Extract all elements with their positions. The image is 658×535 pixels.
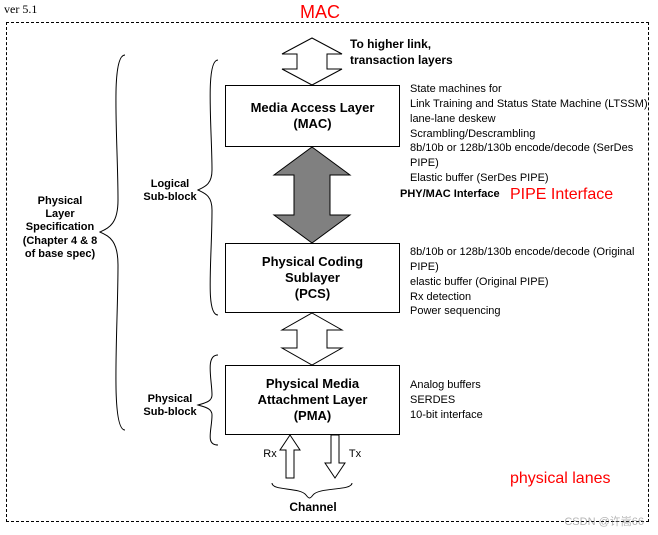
arrow-top xyxy=(282,38,342,85)
brace-logical xyxy=(198,60,218,315)
arrow-rx xyxy=(280,435,300,478)
lbl-spec: Physical Layer Specification (Chapter 4 … xyxy=(20,195,100,261)
arrows-svg xyxy=(0,0,658,535)
lbl-channel: Channel xyxy=(283,500,343,514)
brace-physical xyxy=(198,355,218,445)
brace-spec xyxy=(100,55,125,430)
lbl-physical: Physical Sub-block xyxy=(140,393,200,419)
lbl-physical-text: Physical Sub-block xyxy=(143,393,196,418)
lbl-logical-text: Logical Sub-block xyxy=(143,178,196,203)
arrow-big xyxy=(274,147,350,243)
arrow-mid2 xyxy=(282,313,342,365)
lbl-tx: Tx xyxy=(345,448,365,461)
brace-channel xyxy=(272,483,352,498)
watermark: CSDN @许嵩66 xyxy=(564,513,644,529)
lbl-spec-text: Physical Layer Specification (Chapter 4 … xyxy=(23,195,98,260)
arrow-tx xyxy=(325,435,345,478)
lbl-logical: Logical Sub-block xyxy=(140,178,200,204)
lbl-rx: Rx xyxy=(260,448,280,461)
